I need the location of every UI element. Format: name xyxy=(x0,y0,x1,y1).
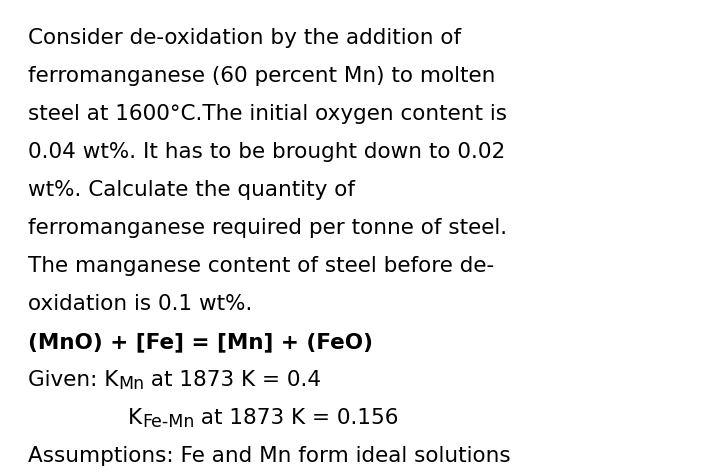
Text: Fe-Mn: Fe-Mn xyxy=(142,412,194,430)
Text: Assumptions: Fe and Mn form ideal solutions: Assumptions: Fe and Mn form ideal soluti… xyxy=(28,445,510,465)
Text: Mn: Mn xyxy=(118,374,145,392)
Text: Given: K: Given: K xyxy=(28,369,118,389)
Text: wt%. Calculate the quantity of: wt%. Calculate the quantity of xyxy=(28,179,355,199)
Text: (MnO) + [Fe] = [Mn] + (FeO): (MnO) + [Fe] = [Mn] + (FeO) xyxy=(28,331,373,351)
Text: at 1873 K = 0.4: at 1873 K = 0.4 xyxy=(145,369,322,389)
Text: ferromanganese (60 percent Mn) to molten: ferromanganese (60 percent Mn) to molten xyxy=(28,66,495,86)
Text: Consider de-oxidation by the addition of: Consider de-oxidation by the addition of xyxy=(28,28,461,48)
Text: at 1873 K = 0.156: at 1873 K = 0.156 xyxy=(194,407,399,427)
Text: oxidation is 0.1 wt%.: oxidation is 0.1 wt%. xyxy=(28,293,253,313)
Text: ferromanganese required per tonne of steel.: ferromanganese required per tonne of ste… xyxy=(28,218,507,238)
Text: The manganese content of steel before de-: The manganese content of steel before de… xyxy=(28,256,494,276)
Text: 0.04 wt%. It has to be brought down to 0.02: 0.04 wt%. It has to be brought down to 0… xyxy=(28,142,505,162)
Text: K: K xyxy=(128,407,142,427)
Text: steel at 1600°C.The initial oxygen content is: steel at 1600°C.The initial oxygen conte… xyxy=(28,104,507,124)
